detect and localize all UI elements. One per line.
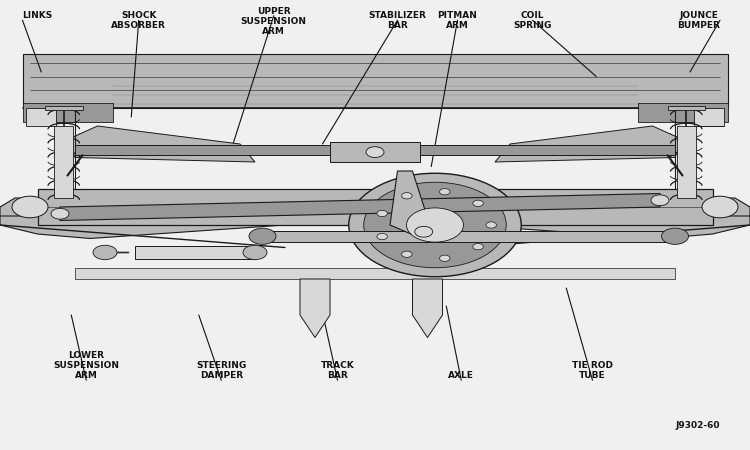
Circle shape xyxy=(651,195,669,206)
Circle shape xyxy=(249,228,276,244)
Circle shape xyxy=(243,245,267,260)
Text: UPPER
SUSPENSION
ARM: UPPER SUSPENSION ARM xyxy=(241,7,307,36)
Text: STEERING
DAMPER: STEERING DAMPER xyxy=(196,361,246,380)
Polygon shape xyxy=(68,126,255,162)
Circle shape xyxy=(415,226,433,237)
Polygon shape xyxy=(60,194,660,220)
Bar xyxy=(54,126,74,198)
Bar xyxy=(22,104,112,122)
Polygon shape xyxy=(0,198,38,216)
Polygon shape xyxy=(300,279,330,338)
Bar xyxy=(45,106,82,110)
Bar xyxy=(330,142,420,162)
Circle shape xyxy=(402,193,412,199)
Circle shape xyxy=(377,234,388,240)
Polygon shape xyxy=(390,171,431,236)
Text: AXLE: AXLE xyxy=(448,371,474,380)
Circle shape xyxy=(349,173,521,277)
Text: TIE ROD
TUBE: TIE ROD TUBE xyxy=(572,361,613,380)
Circle shape xyxy=(662,228,688,244)
Circle shape xyxy=(366,147,384,158)
Polygon shape xyxy=(413,279,442,338)
Circle shape xyxy=(402,251,412,257)
Polygon shape xyxy=(0,198,285,238)
Circle shape xyxy=(377,210,388,216)
Bar xyxy=(676,126,696,198)
Text: LOWER
SUSPENSION
ARM: LOWER SUSPENSION ARM xyxy=(53,351,119,380)
Text: TRACK
BAR: TRACK BAR xyxy=(321,361,354,380)
Polygon shape xyxy=(495,126,682,162)
Text: JOUNCE
BUMPER: JOUNCE BUMPER xyxy=(677,11,720,30)
Circle shape xyxy=(12,196,48,218)
Bar xyxy=(26,108,56,126)
Polygon shape xyxy=(465,198,750,238)
Circle shape xyxy=(486,222,496,228)
Circle shape xyxy=(472,243,483,250)
Bar xyxy=(668,106,705,110)
Text: LINKS: LINKS xyxy=(22,11,53,20)
Circle shape xyxy=(440,189,450,195)
Text: PITMAN
ARM: PITMAN ARM xyxy=(437,11,478,30)
Bar xyxy=(38,189,712,225)
Text: J9302-60: J9302-60 xyxy=(676,421,720,430)
Circle shape xyxy=(702,196,738,218)
Bar xyxy=(694,108,724,126)
Circle shape xyxy=(440,255,450,261)
Bar xyxy=(135,246,255,259)
Circle shape xyxy=(364,182,506,268)
Text: COIL
SPRING: COIL SPRING xyxy=(513,11,552,30)
Text: STABILIZER
BAR: STABILIZER BAR xyxy=(368,11,427,30)
Bar xyxy=(638,104,728,122)
Circle shape xyxy=(93,245,117,260)
Text: SHOCK
ABSORBER: SHOCK ABSORBER xyxy=(111,11,166,30)
Bar xyxy=(75,268,675,279)
Circle shape xyxy=(51,208,69,219)
Polygon shape xyxy=(712,198,750,216)
Bar xyxy=(75,145,675,155)
Bar xyxy=(262,231,675,242)
Circle shape xyxy=(406,208,463,242)
Bar xyxy=(22,54,728,108)
Circle shape xyxy=(472,200,483,207)
